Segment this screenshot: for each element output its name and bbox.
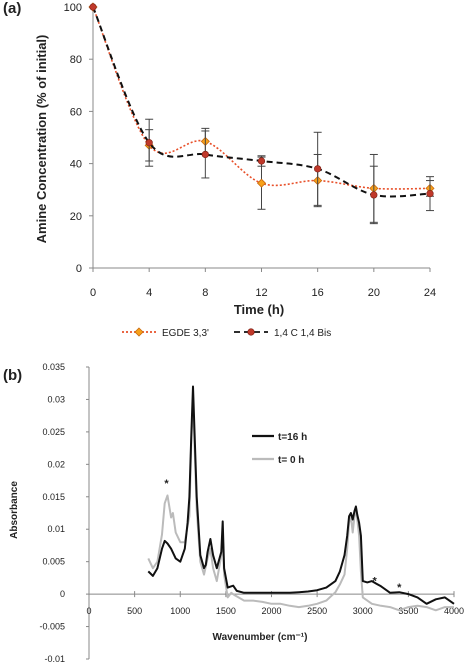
panel-a-x-tick-label: 24 bbox=[424, 287, 436, 299]
annotation-asterisk: * bbox=[372, 575, 377, 587]
panel-b-y-tick-label: 0.015 bbox=[42, 492, 65, 502]
panel-a-y-axis-label: Amine Concentration (% of initial) bbox=[34, 35, 49, 244]
legend-marker bbox=[134, 327, 144, 337]
panel-b-y-tick-label: 0.035 bbox=[42, 362, 65, 372]
panel-a-x-tick-label: 20 bbox=[368, 287, 380, 299]
data-point bbox=[314, 165, 322, 173]
legend-item-1: t= 0 h bbox=[252, 455, 304, 466]
panel-a-legend: EGDE 3,3' 1,4 C 1,4 Bis bbox=[122, 327, 331, 339]
annotation-asterisk: * bbox=[397, 582, 402, 594]
panel-a-x-tick-label: 0 bbox=[90, 287, 96, 299]
panel-b-x-tick-label: 500 bbox=[127, 606, 142, 616]
panel-b-x-tick-label: 4000 bbox=[444, 606, 464, 616]
data-point bbox=[426, 190, 434, 198]
panel-b-y-tick-label: 0.025 bbox=[42, 427, 65, 437]
panel-b-series bbox=[147, 385, 455, 612]
panel-b-ticks: -0.01 -0.005 0 0.005 0.01 0.015 0.02 0.025 0.03 0… bbox=[39, 362, 464, 664]
legend-item-0: t=16 h bbox=[252, 432, 307, 443]
panel-b-y-axis-label: Absorbance bbox=[9, 481, 20, 539]
panel-b-x-tick-label: 1000 bbox=[170, 606, 190, 616]
annotation-asterisk: * bbox=[164, 478, 169, 490]
panel-b-y-tick-label: 0.02 bbox=[47, 459, 65, 469]
panel-b-y-tick-label: -0.005 bbox=[39, 622, 65, 632]
panel-a-x-tick-label: 8 bbox=[202, 287, 208, 299]
panel-b-x-tick-label: 3500 bbox=[398, 606, 418, 616]
legend-label: t= 0 h bbox=[278, 455, 304, 466]
data-point bbox=[370, 191, 378, 199]
panel-b-x-tick-label: 2000 bbox=[261, 606, 281, 616]
data-point bbox=[201, 150, 209, 159]
panel-b-y-tick-label: 0.03 bbox=[47, 394, 65, 404]
panel-b-annotations: * * * bbox=[164, 478, 402, 594]
panel-b-chart: (b) -0.01 -0.005 0 0.005 0.01 0.015 0.02 0.025 0… bbox=[3, 362, 464, 664]
panel-b-x-axis-label: Wavenumber (cm⁻¹) bbox=[213, 632, 308, 643]
panel-a-x-tick-label: 12 bbox=[255, 287, 267, 299]
legend-item-0: EGDE 3,3' bbox=[122, 327, 209, 339]
panel-a-y-tick-label: 80 bbox=[70, 54, 82, 66]
legend-label: 1,4 C 1,4 Bis bbox=[274, 328, 331, 339]
spectrum-line-0 bbox=[147, 385, 455, 605]
data-point bbox=[257, 157, 266, 165]
panel-b-x-tick-label: 1500 bbox=[216, 606, 236, 616]
panel-b-y-tick-label: -0.01 bbox=[44, 654, 65, 664]
panel-a-label: (a) bbox=[3, 0, 21, 17]
panel-a-y-tick-label: 40 bbox=[70, 159, 82, 171]
panel-a-x-axis-label: Time (h) bbox=[234, 302, 284, 317]
panel-a-ticks: 0 20 40 60 80 100 0 4 8 12 16 20 24 bbox=[64, 2, 436, 299]
panel-b-y-tick-label: 0 bbox=[60, 589, 65, 599]
panel-b-x-tick-label: 3000 bbox=[353, 606, 373, 616]
panel-a-y-tick-label: 0 bbox=[76, 263, 82, 275]
data-point bbox=[256, 178, 267, 188]
panel-b-y-tick-label: 0.005 bbox=[42, 557, 65, 567]
panel-a-chart: (a) 0 20 40 60 80 100 0 4 8 12 16 20 24 Time (h) Ami… bbox=[3, 0, 436, 339]
panel-a-y-tick-label: 60 bbox=[70, 106, 82, 118]
legend-item-1: 1,4 C 1,4 Bis bbox=[234, 328, 331, 339]
panel-b-y-tick-label: 0.01 bbox=[47, 524, 65, 534]
panel-a-x-tick-label: 16 bbox=[312, 287, 324, 299]
panel-b-label: (b) bbox=[3, 367, 22, 384]
panel-a-y-tick-label: 100 bbox=[64, 2, 82, 14]
panel-a-series bbox=[88, 2, 435, 225]
panel-a-y-tick-label: 20 bbox=[70, 211, 82, 223]
panel-a-x-tick-label: 4 bbox=[146, 287, 152, 299]
data-point bbox=[89, 3, 97, 11]
data-point bbox=[145, 139, 153, 147]
panel-b-x-tick-label: 2500 bbox=[307, 606, 327, 616]
legend-label: t=16 h bbox=[278, 432, 307, 443]
legend-label: EGDE 3,3' bbox=[162, 328, 209, 339]
panel-b-x-tick-label: 0 bbox=[86, 606, 91, 616]
panel-a-series-1 bbox=[89, 3, 434, 225]
panel-b-legend: t=16 h t= 0 h bbox=[252, 432, 307, 466]
legend-marker bbox=[247, 328, 255, 336]
